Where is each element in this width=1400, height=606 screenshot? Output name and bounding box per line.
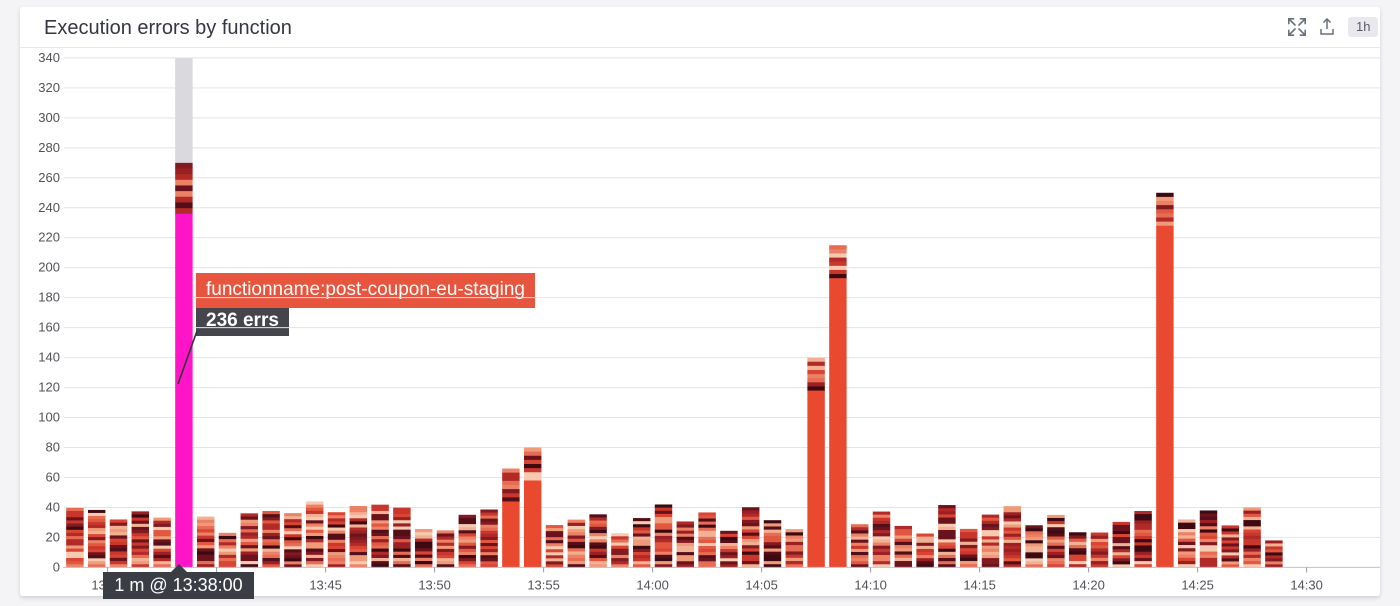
- svg-text:100: 100: [38, 410, 60, 425]
- svg-text:340: 340: [38, 50, 60, 65]
- svg-text:14:25: 14:25: [1181, 577, 1214, 592]
- svg-text:13:45: 13:45: [309, 577, 342, 592]
- svg-text:60: 60: [46, 469, 60, 484]
- svg-text:13:55: 13:55: [527, 577, 560, 592]
- svg-text:80: 80: [46, 440, 60, 455]
- svg-text:14:05: 14:05: [745, 577, 778, 592]
- svg-text:0: 0: [53, 559, 60, 574]
- svg-text:20: 20: [46, 529, 60, 544]
- svg-text:40: 40: [46, 499, 60, 514]
- svg-text:13:50: 13:50: [418, 577, 451, 592]
- svg-text:180: 180: [38, 290, 60, 305]
- svg-text:220: 220: [38, 230, 60, 245]
- svg-text:260: 260: [38, 170, 60, 185]
- svg-text:120: 120: [38, 380, 60, 395]
- svg-text:160: 160: [38, 320, 60, 335]
- svg-text:240: 240: [38, 200, 60, 215]
- svg-text:14:20: 14:20: [1072, 577, 1105, 592]
- svg-text:300: 300: [38, 110, 60, 125]
- svg-text:200: 200: [38, 260, 60, 275]
- svg-text:14:30: 14:30: [1290, 577, 1323, 592]
- svg-text:14:10: 14:10: [854, 577, 887, 592]
- svg-text:320: 320: [38, 80, 60, 95]
- svg-text:140: 140: [38, 350, 60, 365]
- svg-text:280: 280: [38, 140, 60, 155]
- svg-text:14:00: 14:00: [636, 577, 669, 592]
- svg-text:14:15: 14:15: [963, 577, 996, 592]
